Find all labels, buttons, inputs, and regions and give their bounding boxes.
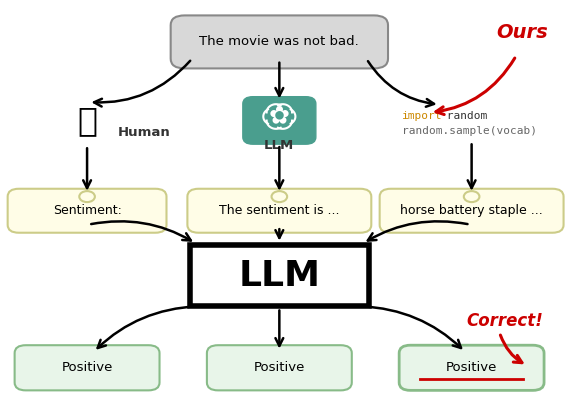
Text: ✿: ✿ xyxy=(269,104,290,128)
Text: Sentiment:: Sentiment: xyxy=(52,204,121,217)
Text: LLM: LLM xyxy=(264,139,295,152)
Text: Positive: Positive xyxy=(62,361,113,374)
FancyBboxPatch shape xyxy=(399,345,544,390)
FancyBboxPatch shape xyxy=(207,345,352,390)
Text: Correct!: Correct! xyxy=(467,312,543,330)
Text: LLM: LLM xyxy=(238,258,320,292)
Text: Positive: Positive xyxy=(254,361,305,374)
Ellipse shape xyxy=(464,191,479,202)
Text: The movie was not bad.: The movie was not bad. xyxy=(200,35,359,48)
FancyBboxPatch shape xyxy=(15,345,160,390)
Text: Human: Human xyxy=(118,126,170,139)
Ellipse shape xyxy=(79,191,95,202)
FancyBboxPatch shape xyxy=(190,245,369,306)
FancyBboxPatch shape xyxy=(170,15,388,69)
Ellipse shape xyxy=(271,191,287,202)
Text: import: import xyxy=(402,111,442,121)
Text: random.sample(vocab): random.sample(vocab) xyxy=(402,126,537,136)
Text: The sentiment is ...: The sentiment is ... xyxy=(219,204,340,217)
Text: Ours: Ours xyxy=(496,22,548,42)
FancyBboxPatch shape xyxy=(7,189,166,233)
Text: horse battery staple ...: horse battery staple ... xyxy=(400,204,543,217)
Text: 🤔: 🤔 xyxy=(77,104,97,137)
FancyBboxPatch shape xyxy=(243,97,316,144)
Text: Positive: Positive xyxy=(446,361,497,374)
FancyBboxPatch shape xyxy=(380,189,564,233)
FancyBboxPatch shape xyxy=(188,189,371,233)
Text: random: random xyxy=(440,111,487,121)
